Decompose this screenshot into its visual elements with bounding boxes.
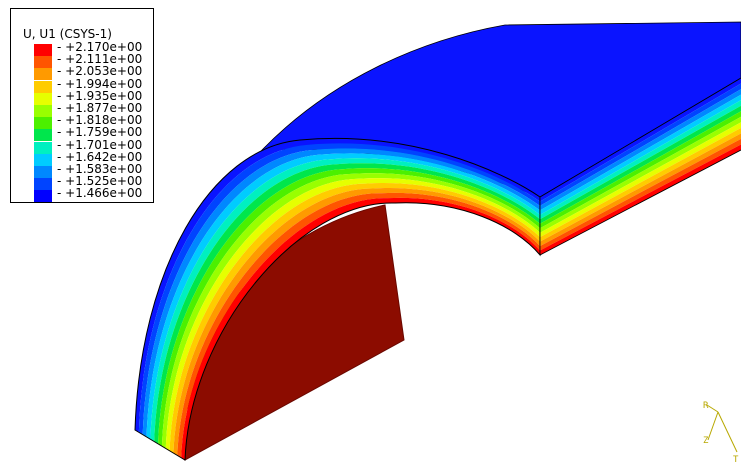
legend-title: U, U1 (CSYS-1) [23,27,112,41]
side-band [540,116,741,233]
legend-value: - +1.877e+00 [57,101,143,115]
deformed-arch-model[interactable] [134,21,741,461]
legend-swatch [34,178,52,191]
legend-value: - +1.701e+00 [57,137,143,152]
legend-entry: - +1.818e+00 [34,113,154,130]
front-section-outline [134,137,541,461]
legend-swatch [34,153,52,166]
side-band [540,144,741,255]
legend-value: - +2.170e+00 [57,40,143,54]
triad-axis-r-label: R [703,401,709,411]
side-band [540,83,741,206]
legend-swatch [34,117,52,130]
legend-entry: - +1.877e+00 [34,101,154,117]
side-band [540,122,741,238]
legend-entry: - +1.466e+00 [34,186,154,203]
legend-entry: - +2.111e+00 [34,52,154,69]
legend-entry: - +1.701e+00 [34,137,154,154]
legend-value: - +1.583e+00 [57,162,143,176]
triad-axis-t-label: T [733,455,739,465]
legend-value: - +1.642e+00 [57,149,143,164]
legend-value: - +1.759e+00 [57,125,143,140]
legend-value: - +1.466e+00 [57,186,143,201]
side-band [540,127,741,242]
legend-entry: - +2.053e+00 [34,64,154,81]
legend-swatch [34,44,52,56]
legend-value: - +2.111e+00 [57,52,143,67]
side-band [540,78,741,202]
side-band [540,94,741,215]
side-band [540,89,741,211]
legend-entry: - +1.759e+00 [34,125,154,142]
side-band [540,111,741,229]
legend-value: - +1.818e+00 [57,113,143,128]
legend-entry: - +2.170e+00 [34,40,154,56]
legend-swatch [34,80,52,93]
coordinate-triad: R Z T [703,401,739,465]
contour-legend: U, U1 (CSYS-1) - +2.170e+00- +2.111e+00-… [10,8,154,203]
legend-swatch [34,190,52,203]
side-outline [539,77,741,256]
legend-value: - +1.525e+00 [57,174,143,189]
legend-swatch [34,141,52,154]
legend-entry: - +1.642e+00 [34,149,154,166]
legend-swatch [34,92,52,105]
legend-entry: - +1.935e+00 [34,88,154,105]
legend-swatch [34,129,52,142]
legend-value: - +1.935e+00 [57,88,143,103]
legend-swatch [34,105,52,117]
contour-band [181,197,540,460]
legend-entry: - +1.994e+00 [34,76,154,93]
legend-value: - +1.994e+00 [57,76,143,91]
side-band [540,133,741,247]
side-band [540,105,741,224]
side-band [540,100,741,220]
contour-band [177,192,541,458]
triad-axis-z-label: Z [703,436,709,446]
side-band [540,138,741,251]
legend-entry: - +1.525e+00 [34,174,154,191]
legend-value: - +2.053e+00 [57,64,143,79]
legend-swatch [34,68,52,81]
legend-swatch [34,166,52,178]
legend-entry: - +1.583e+00 [34,162,154,178]
legend-swatch [34,56,52,69]
